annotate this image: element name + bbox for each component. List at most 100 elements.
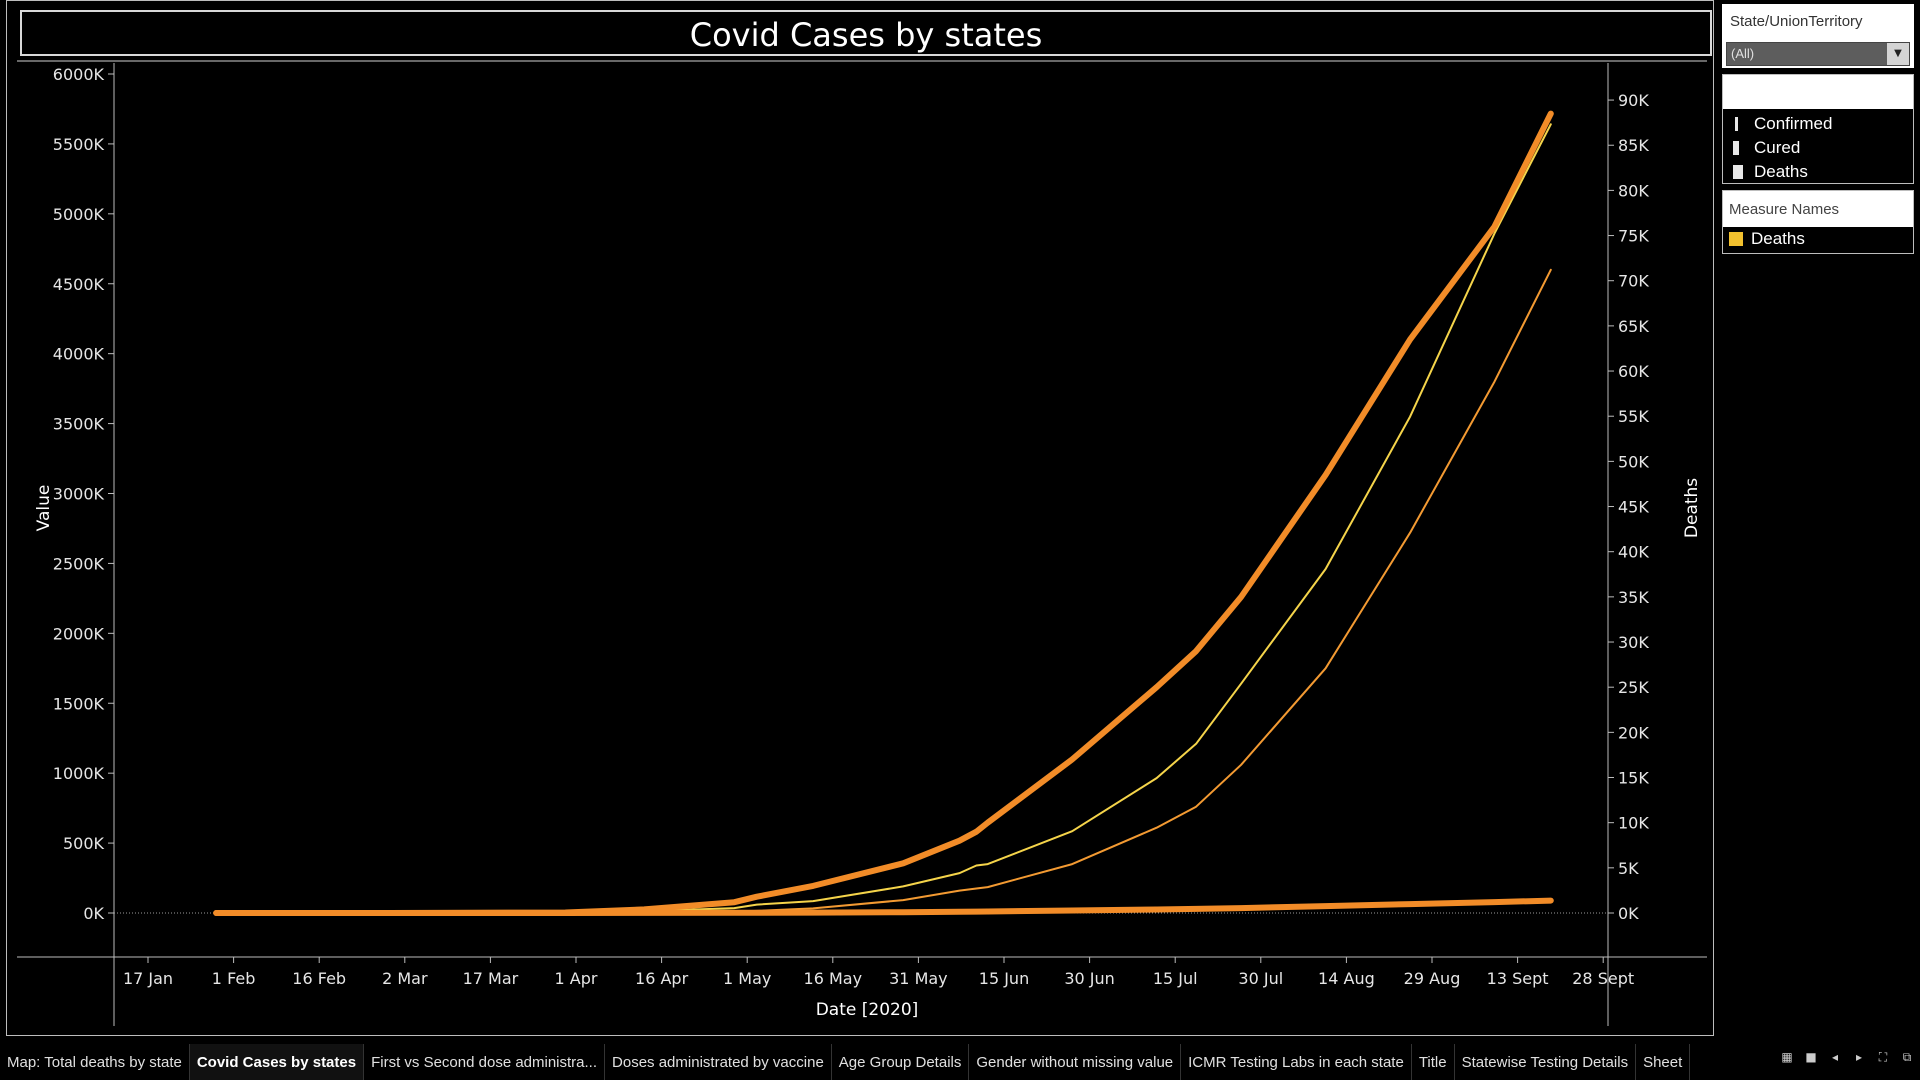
y-tick-label: 2500K (53, 554, 105, 573)
sheet-tab[interactable]: Age Group Details (832, 1044, 970, 1080)
y2-tick-label: 70K (1618, 272, 1649, 291)
x-tick-label: 1 Feb (212, 969, 256, 988)
sheet-tab[interactable]: Covid Cases by states (189, 1044, 365, 1080)
y-tick-label: 2000K (53, 624, 105, 643)
present-icon[interactable]: ⧉ (1902, 1050, 1912, 1064)
y2-tick-label: 75K (1618, 227, 1649, 246)
series-line-confirmed (215, 123, 1552, 914)
line-width-icon (1733, 165, 1743, 179)
x-tick-label: 15 Jun (979, 969, 1029, 988)
y-tick-label: 0K (83, 904, 104, 923)
y-tick-label: 3500K (53, 415, 105, 434)
state-filter-dropdown[interactable]: (All) ▼ (1726, 42, 1910, 66)
sheet-tab[interactable]: Sheet (1636, 1044, 1691, 1080)
sheet-tab[interactable]: ICMR Testing Labs in each state (1181, 1044, 1412, 1080)
y2-tick-label: 15K (1618, 769, 1649, 788)
x-tick-label: 30 Jul (1238, 969, 1283, 988)
dashboard-frame: Covid Cases by states 0K 500K 1000K 1500K 20… (6, 0, 1714, 1036)
x-tick-label: 2 Mar (382, 969, 428, 988)
legend-label: Deaths (1754, 162, 1808, 181)
measure-names-title: Measure Names (1729, 201, 1840, 218)
y-tick-label: 3000K (53, 485, 105, 504)
x-tick-label: 15 Jul (1153, 969, 1198, 988)
y-tick-label: 500K (63, 834, 105, 853)
x-tick-label: 30 Jun (1064, 969, 1114, 988)
y2-tick-label: 45K (1618, 498, 1649, 517)
y2-tick-label: 10K (1618, 814, 1649, 833)
y2-tick-label: 5K (1618, 859, 1639, 878)
fullscreen-icon[interactable]: ⛶ (1878, 1050, 1888, 1064)
filter-title: State/UnionTerritory (1730, 13, 1863, 30)
sheet-tab[interactable]: First vs Second dose administra... (364, 1044, 606, 1080)
y2-tick-label: 25K (1618, 678, 1649, 697)
line-chart[interactable]: 0K 500K 1000K 1500K 2000K 2500K 3000K 3500K 4000… (7, 1, 1715, 1037)
state-filter-card: State/UnionTerritory (All) ▼ (1722, 4, 1914, 68)
measure-names-header: Measure Names (1723, 191, 1913, 227)
chart-title-box: Covid Cases by states (20, 10, 1712, 56)
x-tick-label: 31 May (889, 969, 948, 988)
x-tick-label: 28 Sept (1572, 969, 1634, 988)
y-tick-label: 1000K (53, 764, 105, 783)
grid-icon[interactable]: ▦ (1781, 1050, 1793, 1064)
y-tick-label: 5500K (53, 135, 105, 154)
x-tick-label: 16 Feb (292, 969, 346, 988)
legend-label: Cured (1754, 138, 1801, 157)
sheet-tab-bar: Map: Total deaths by state Covid Cases by… (0, 1044, 1920, 1080)
color-swatch-icon (1729, 232, 1743, 246)
y2-axis-title: Deaths (1682, 478, 1702, 538)
legend-label: Confirmed (1754, 114, 1833, 133)
y2-tick-label: 40K (1618, 543, 1649, 562)
x-tick-label: 14 Aug (1318, 969, 1375, 988)
measure-names-label: Deaths (1751, 229, 1805, 248)
sheet-tab[interactable]: Doses administrated by vaccine (605, 1044, 832, 1080)
sheet-tab[interactable]: Statewise Testing Details (1455, 1044, 1637, 1080)
y2-tick-label: 65K (1618, 317, 1649, 336)
legend-item-cured[interactable]: Cured (1733, 137, 1800, 159)
y2-tick-label: 85K (1618, 136, 1649, 155)
legend-item-confirmed[interactable]: Confirmed (1733, 113, 1832, 135)
y-tick-label: 4000K (53, 345, 105, 364)
measure-names-legend: Measure Names Deaths (1722, 190, 1914, 254)
y2-tick-label: 60K (1618, 362, 1649, 381)
y-tick-label: 1500K (53, 694, 105, 713)
sheet-tab[interactable]: Gender without missing value (969, 1044, 1182, 1080)
x-tick-label: 16 May (804, 969, 863, 988)
legend-header (1723, 75, 1913, 109)
x-tick-label: 17 Mar (463, 969, 519, 988)
next-icon[interactable]: ▸ (1855, 1050, 1863, 1064)
y2-tick-label: 55K (1618, 407, 1649, 426)
y-tick-label: 4500K (53, 275, 105, 294)
x-tick-label: 17 Jan (123, 969, 173, 988)
y-tick-label: 6000K (53, 65, 105, 84)
chart-title: Covid Cases by states (689, 16, 1043, 54)
x-tick-label: 29 Aug (1404, 969, 1461, 988)
y-axis-title: Value (34, 485, 54, 532)
side-panel: State/UnionTerritory (All) ▼ Confirmed C… (1720, 0, 1920, 1036)
line-width-icon (1735, 117, 1738, 131)
filter-selected-value: (All) (1731, 46, 1755, 61)
y2-tick-label: 0K (1618, 904, 1639, 923)
x-tick-label: 16 Apr (635, 969, 689, 988)
tab-bar-controls: ▦ ■ ◂ ▸ ⛶ ⧉ (1780, 1050, 1914, 1065)
series-line-deaths-right (213, 110, 1554, 916)
x-tick-label: 1 May (723, 969, 771, 988)
y2-tick-label: 50K (1618, 452, 1649, 471)
y2-tick-label: 30K (1618, 633, 1649, 652)
y2-tick-label: 20K (1618, 723, 1649, 742)
legend-item-deaths[interactable]: Deaths (1733, 161, 1808, 183)
line-size-legend: Confirmed Cured Deaths (1722, 74, 1914, 184)
y2-tick-label: 35K (1618, 588, 1649, 607)
line-width-icon (1733, 141, 1739, 155)
chevron-down-icon[interactable]: ▼ (1887, 43, 1909, 65)
sheet-tab[interactable]: Map: Total deaths by state (0, 1044, 190, 1080)
x-tick-label: 13 Sept (1487, 969, 1549, 988)
x-axis-title: Date [2020] (816, 1000, 919, 1020)
square-icon[interactable]: ■ (1805, 1050, 1817, 1064)
series-line-deaths-left (213, 897, 1554, 916)
measure-names-item[interactable]: Deaths (1729, 229, 1805, 249)
series-line-cured (215, 268, 1552, 914)
sheet-tab[interactable]: Title (1412, 1044, 1455, 1080)
x-tick-label: 1 Apr (555, 969, 598, 988)
prev-icon[interactable]: ◂ (1831, 1050, 1839, 1064)
y2-tick-label: 80K (1618, 181, 1649, 200)
